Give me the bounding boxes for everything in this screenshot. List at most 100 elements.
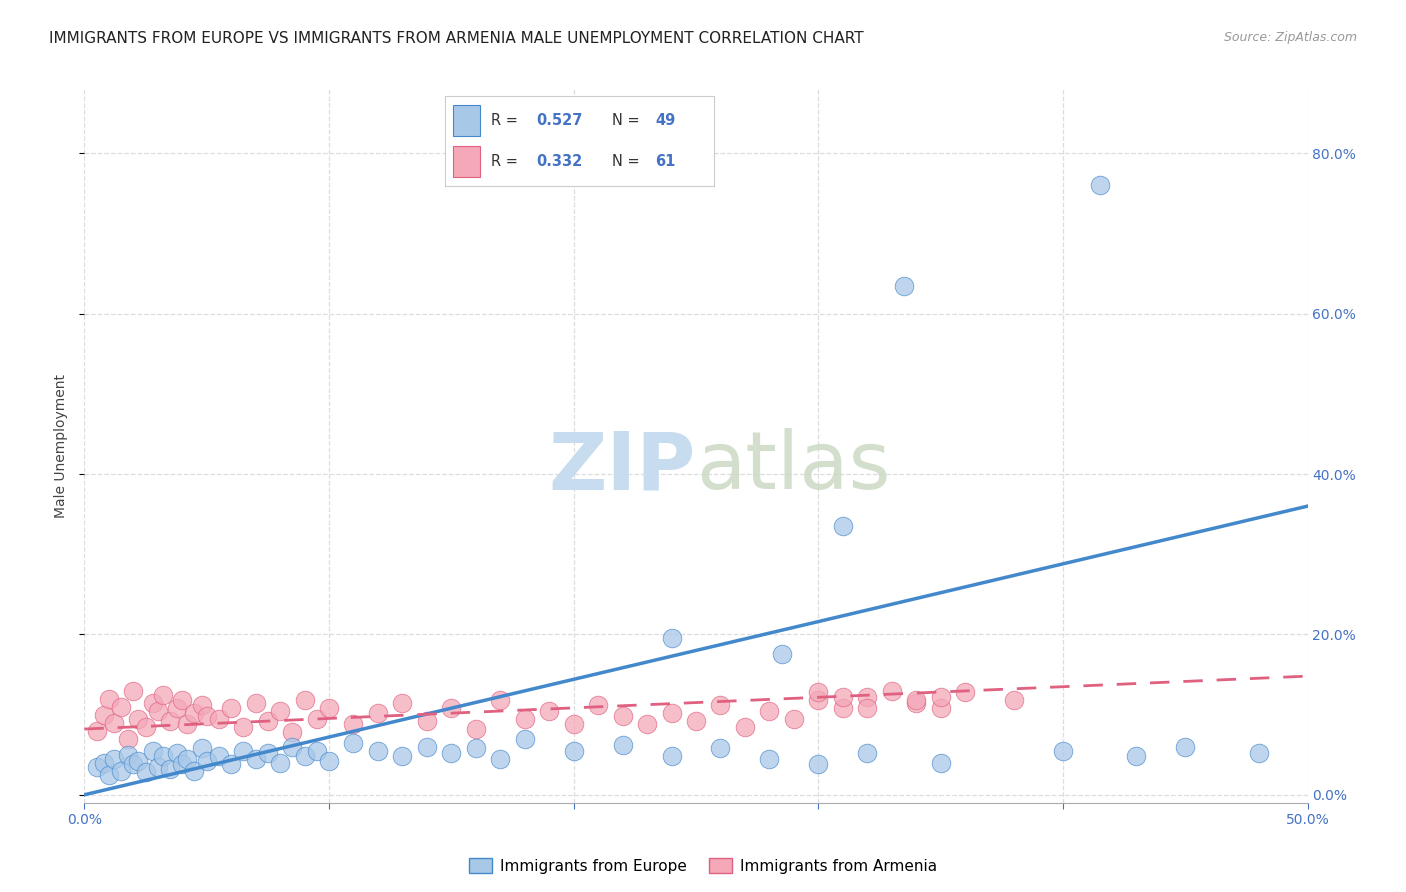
Point: [183, 706, 205, 720]
Point: [97, 768, 120, 782]
Point: [1088, 178, 1111, 193]
Point: [342, 736, 364, 750]
Point: [122, 683, 145, 698]
Point: [562, 744, 585, 758]
Point: [86, 723, 108, 738]
Text: IMMIGRANTS FROM EUROPE VS IMMIGRANTS FROM ARMENIA MALE UNEMPLOYMENT CORRELATION : IMMIGRANTS FROM EUROPE VS IMMIGRANTS FRO…: [49, 31, 863, 46]
Point: [97, 691, 120, 706]
Point: [734, 720, 756, 734]
Point: [929, 690, 952, 704]
Point: [142, 696, 165, 710]
Point: [269, 704, 291, 718]
Point: [929, 756, 952, 770]
Point: [122, 757, 145, 772]
Point: [245, 752, 267, 766]
Y-axis label: Male Unemployment: Male Unemployment: [55, 374, 69, 518]
Point: [127, 712, 149, 726]
Point: [661, 632, 683, 646]
Point: [152, 749, 174, 764]
Point: [758, 704, 780, 718]
Point: [166, 746, 188, 760]
Point: [831, 701, 853, 715]
Point: [195, 709, 218, 723]
Point: [464, 722, 486, 736]
Point: [416, 739, 439, 754]
Point: [770, 648, 793, 662]
Point: [807, 757, 830, 772]
Point: [342, 717, 364, 731]
Point: [183, 764, 205, 778]
Point: [661, 749, 683, 764]
Point: [127, 754, 149, 768]
Point: [929, 701, 952, 715]
Point: [880, 683, 903, 698]
Point: [172, 757, 194, 772]
Point: [612, 738, 634, 752]
Point: [305, 712, 328, 726]
Point: [513, 731, 536, 746]
Legend: Immigrants from Europe, Immigrants from Armenia: Immigrants from Europe, Immigrants from …: [463, 852, 943, 880]
Point: [586, 698, 609, 712]
Point: [1052, 744, 1074, 758]
Text: ZIP: ZIP: [548, 428, 696, 507]
Point: [893, 278, 915, 293]
Point: [416, 714, 439, 728]
Point: [232, 744, 254, 758]
Point: [146, 760, 169, 774]
Point: [191, 741, 214, 756]
Text: atlas: atlas: [696, 428, 890, 507]
Point: [1002, 693, 1025, 707]
Point: [612, 709, 634, 723]
Point: [166, 701, 188, 715]
Point: [367, 706, 389, 720]
Point: [110, 764, 132, 778]
Text: Source: ZipAtlas.com: Source: ZipAtlas.com: [1223, 31, 1357, 45]
Point: [117, 747, 139, 762]
Point: [1125, 749, 1147, 764]
Point: [208, 712, 231, 726]
Point: [831, 519, 853, 533]
Point: [152, 688, 174, 702]
Point: [464, 741, 486, 756]
Point: [318, 754, 340, 768]
Point: [831, 690, 853, 704]
Point: [86, 760, 108, 774]
Point: [391, 696, 413, 710]
Point: [281, 739, 304, 754]
Point: [440, 701, 463, 715]
Point: [1247, 746, 1270, 760]
Point: [110, 699, 132, 714]
Point: [953, 685, 976, 699]
Point: [318, 701, 340, 715]
Point: [159, 762, 181, 776]
Point: [135, 765, 157, 780]
Point: [257, 746, 280, 760]
Point: [219, 701, 242, 715]
Point: [856, 746, 879, 760]
Point: [905, 696, 928, 710]
Point: [93, 756, 115, 770]
Point: [1174, 739, 1197, 754]
Point: [636, 717, 658, 731]
Point: [232, 720, 254, 734]
Point: [783, 712, 806, 726]
Point: [294, 693, 316, 707]
Point: [135, 720, 157, 734]
Point: [709, 741, 731, 756]
Point: [159, 714, 181, 728]
Point: [191, 698, 214, 712]
Point: [661, 706, 683, 720]
Point: [195, 754, 218, 768]
Point: [513, 712, 536, 726]
Point: [305, 744, 328, 758]
Point: [269, 756, 291, 770]
Point: [176, 717, 198, 731]
Point: [172, 693, 194, 707]
Point: [146, 704, 169, 718]
Point: [367, 744, 389, 758]
Point: [245, 696, 267, 710]
Point: [538, 704, 561, 718]
Point: [142, 744, 165, 758]
Point: [856, 701, 879, 715]
Point: [905, 693, 928, 707]
